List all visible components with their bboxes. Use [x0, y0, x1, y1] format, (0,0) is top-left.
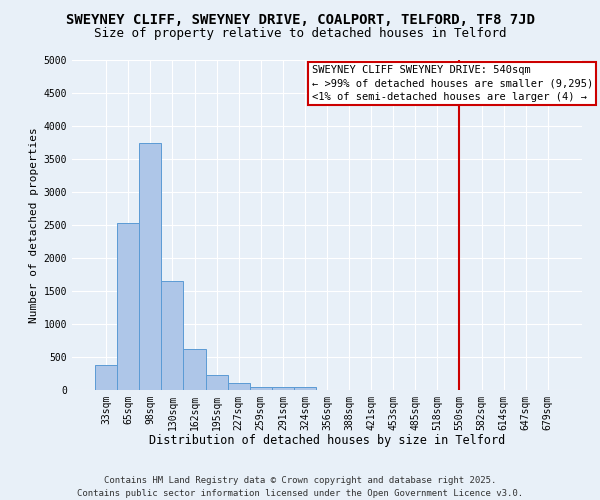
Text: Contains HM Land Registry data © Crown copyright and database right 2025.
Contai: Contains HM Land Registry data © Crown c…	[77, 476, 523, 498]
Bar	[206, 375, 227, 390]
X-axis label: Distribution of detached houses by size in Telford: Distribution of detached houses by size …	[149, 434, 505, 448]
Bar	[161, 281, 184, 390]
Bar	[117, 224, 139, 390]
Text: SWEYNEY CLIFF SWEYNEY DRIVE: 540sqm
← >99% of detached houses are smaller (9,295: SWEYNEY CLIFF SWEYNEY DRIVE: 540sqm ← >9…	[311, 66, 593, 102]
Y-axis label: Number of detached properties: Number of detached properties	[29, 127, 40, 323]
Text: Size of property relative to detached houses in Telford: Size of property relative to detached ho…	[94, 28, 506, 40]
Bar	[227, 384, 250, 390]
Bar	[184, 349, 206, 390]
Bar	[272, 386, 294, 390]
Text: SWEYNEY CLIFF, SWEYNEY DRIVE, COALPORT, TELFORD, TF8 7JD: SWEYNEY CLIFF, SWEYNEY DRIVE, COALPORT, …	[65, 12, 535, 26]
Bar	[294, 386, 316, 390]
Bar	[250, 386, 272, 390]
Bar	[139, 142, 161, 390]
Bar	[95, 365, 117, 390]
